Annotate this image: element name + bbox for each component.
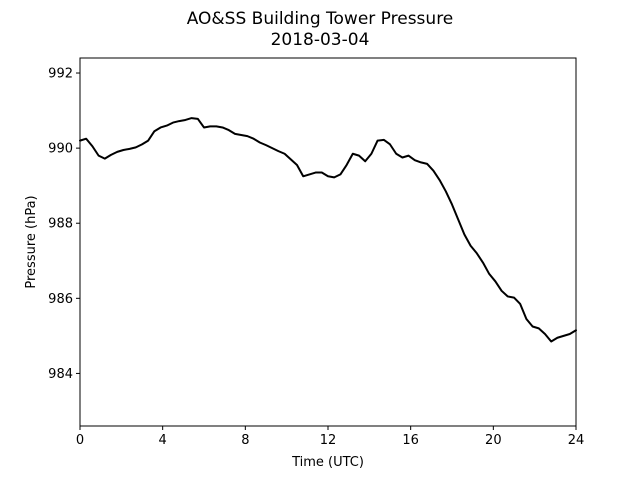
x-tick-label: 20: [485, 433, 502, 448]
x-tick-label: 16: [402, 433, 419, 448]
axis-ticks: 0 4 8 12 16 20 24 984 986 988 990 992: [48, 67, 584, 448]
x-tick-label: 8: [241, 433, 249, 448]
x-tick-label: 12: [320, 433, 337, 448]
series-layer: [79, 117, 577, 343]
plot-frame: [79, 57, 577, 427]
y-tick-label: 990: [48, 142, 73, 157]
x-tick-label: 24: [568, 433, 585, 448]
pressure-series-line: [79, 117, 577, 343]
y-tick-label: 992: [48, 67, 73, 82]
x-tick-label: 0: [76, 433, 84, 448]
x-axis-label: Time (UTC): [291, 455, 364, 470]
y-axis-label: Pressure (hPa): [24, 195, 39, 288]
chart-subtitle: 2018-03-04: [271, 30, 370, 50]
x-tick-label: 4: [159, 433, 167, 448]
y-tick-label: 988: [48, 217, 73, 232]
y-tick-label: 986: [48, 292, 73, 307]
y-tick-label: 984: [48, 367, 73, 382]
chart-title: AO&SS Building Tower Pressure: [187, 9, 454, 29]
